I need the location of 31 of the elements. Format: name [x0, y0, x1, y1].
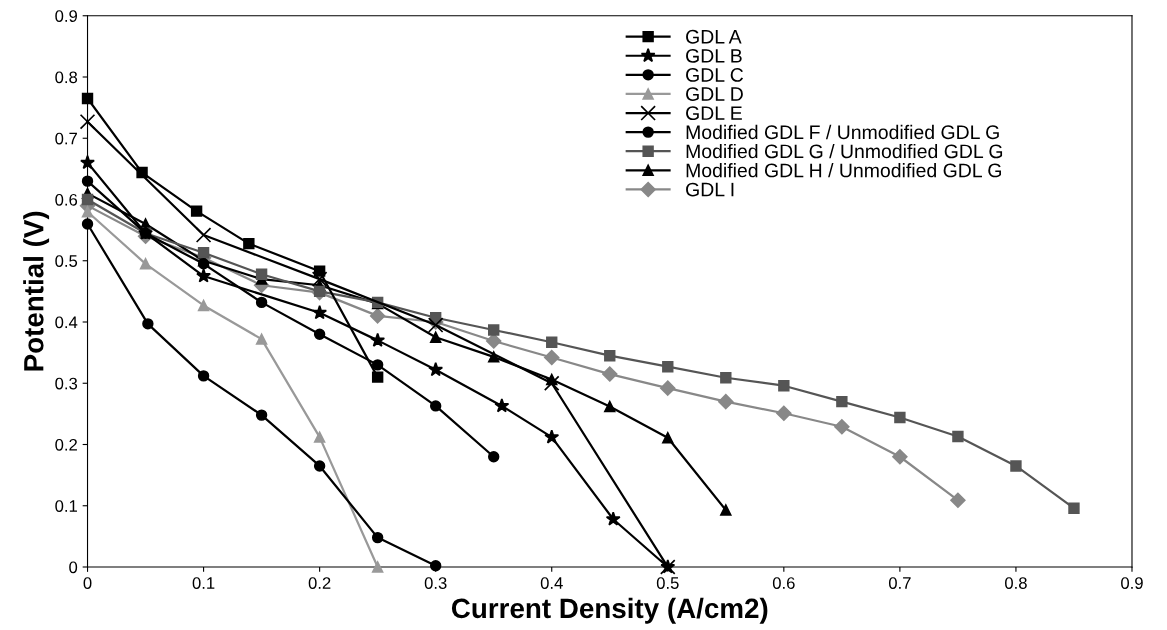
legend-label: GDL D	[686, 87, 743, 101]
x-tick-label: 0.5	[656, 577, 679, 589]
legend-label: GDL E	[686, 106, 742, 121]
legend-label: GDL A	[686, 29, 742, 44]
legend-label: Modified GDL F / Unmodified GDL G	[686, 124, 999, 140]
x-tick-label: 0	[83, 577, 92, 589]
x-axis-title: Current Density (A/cm2)	[451, 597, 768, 624]
y-tick-label: 0.7	[55, 132, 77, 145]
y-tick-label: 0.6	[55, 193, 78, 206]
legend-label: Modified GDL G / Unmodified GDL G	[686, 143, 1003, 159]
y-tick-label: 0.4	[55, 316, 78, 329]
y-tick-label: 0.2	[55, 438, 77, 451]
x-tick-label: 0.4	[540, 577, 563, 589]
y-tick-label: 0.3	[55, 377, 78, 390]
x-tick-label: 0.3	[424, 577, 447, 589]
y-tick-label: 0	[69, 561, 78, 574]
y-tick-label: 0.8	[55, 71, 78, 84]
y-tick-label: 0.5	[55, 255, 78, 267]
y-tick-label: 0.9	[55, 10, 78, 22]
x-tick-label: 0.2	[308, 577, 331, 589]
legend-label: Modified GDL H / Unmodified GDL G	[686, 163, 1001, 178]
y-axis-title: Potential (V)	[23, 211, 50, 371]
legend-label: GDL C	[686, 68, 744, 82]
x-tick-label: 0.1	[192, 577, 215, 589]
legend-label: GDL I	[686, 182, 734, 197]
x-tick-label: 0.9	[1121, 577, 1143, 589]
x-tick-label: 0.6	[772, 577, 795, 589]
x-tick-label: 0.8	[1005, 577, 1027, 589]
legend-label: GDL B	[686, 48, 742, 63]
x-tick-label: 0.7	[888, 577, 911, 589]
y-tick-label: 0.1	[55, 500, 77, 512]
